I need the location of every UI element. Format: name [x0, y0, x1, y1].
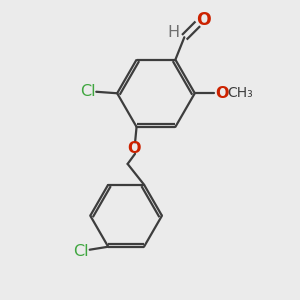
Text: CH₃: CH₃ — [228, 86, 253, 100]
Text: O: O — [128, 142, 141, 157]
Text: H: H — [167, 25, 179, 40]
Text: O: O — [216, 86, 229, 101]
Text: Cl: Cl — [74, 244, 89, 259]
Text: O: O — [196, 11, 211, 29]
Text: Cl: Cl — [80, 84, 96, 99]
